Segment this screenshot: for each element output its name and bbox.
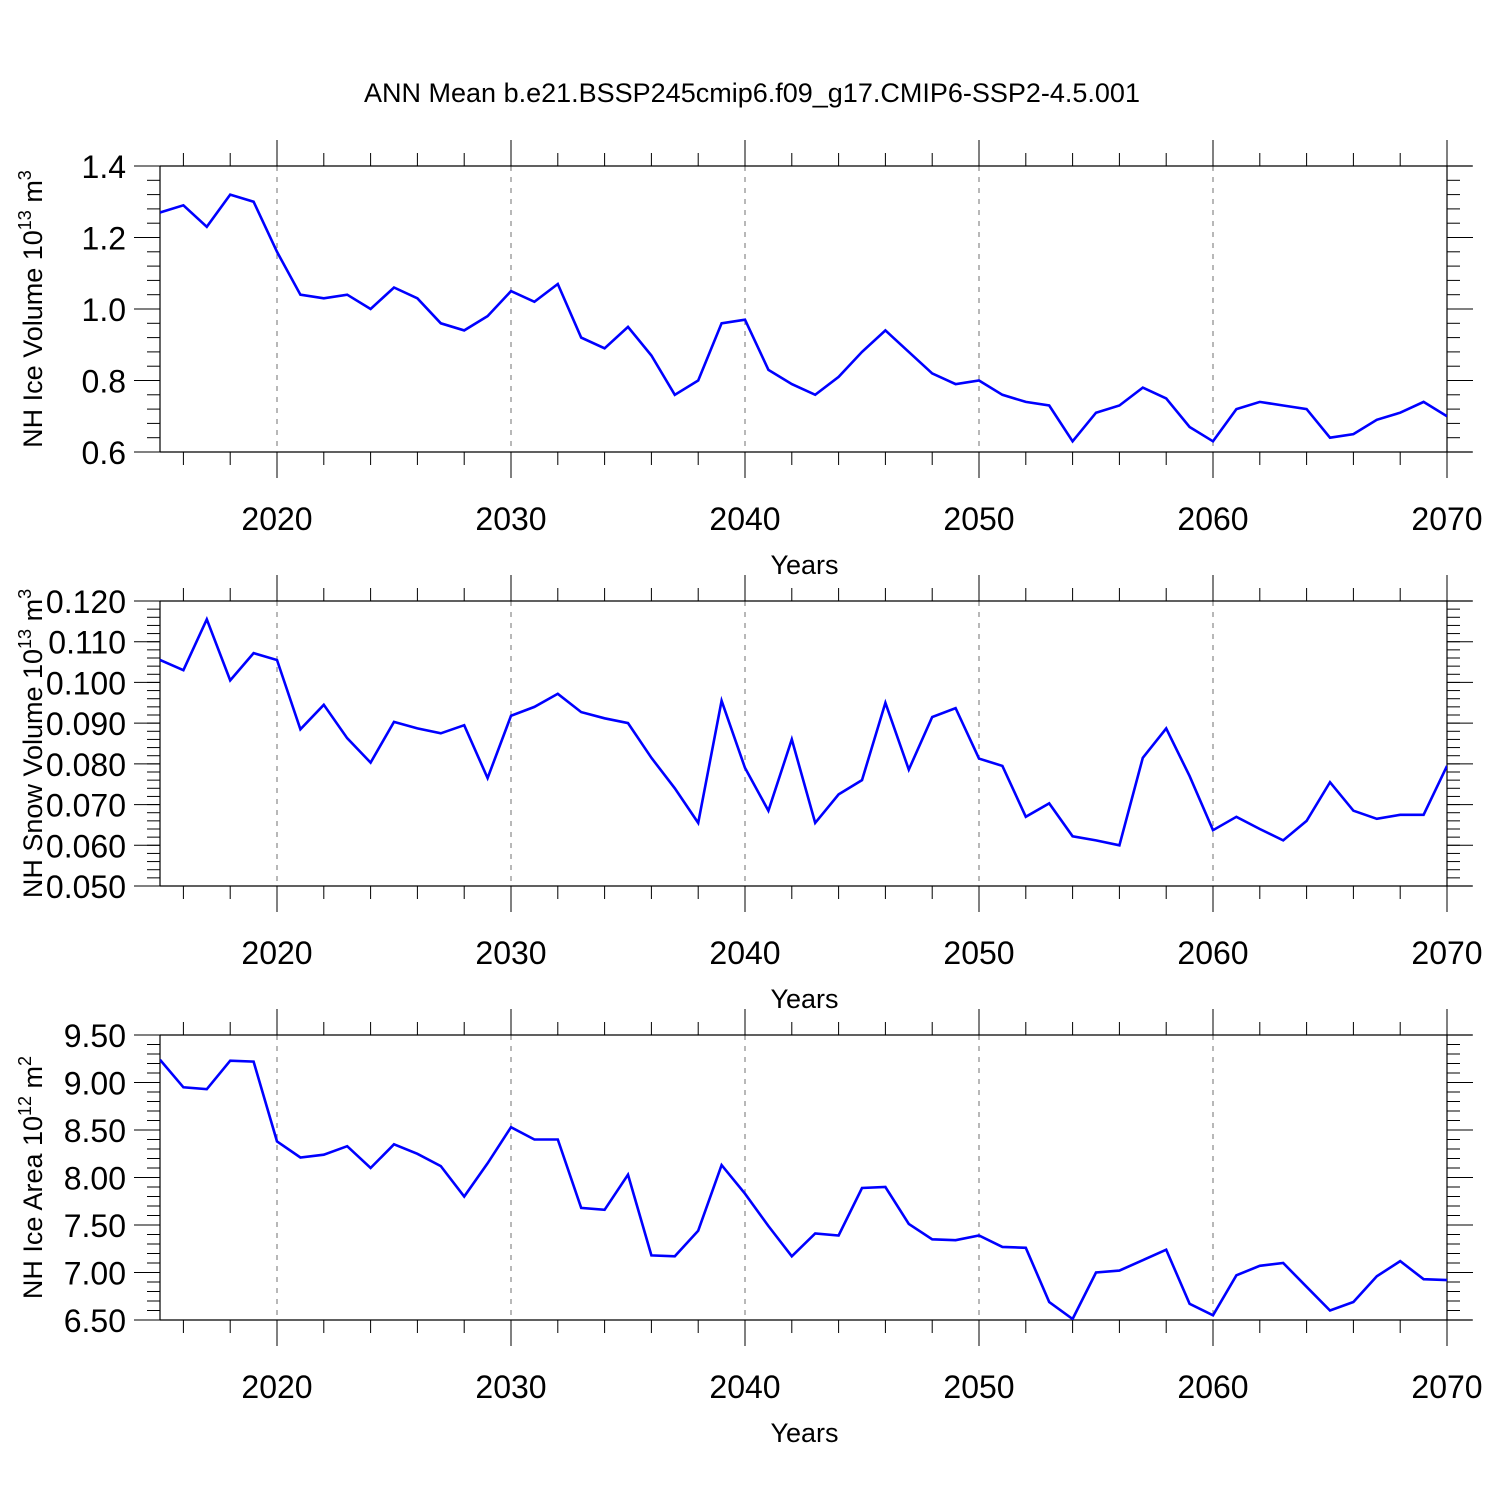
y-axis-label-unit-exponent: 3	[15, 170, 35, 180]
y-axis-label-exponent: 13	[15, 629, 35, 649]
x-tick-label: 2030	[475, 1369, 546, 1405]
x-tick-label: 2070	[1411, 935, 1482, 971]
y-tick-label: 0.070	[46, 788, 126, 824]
x-tick-label: 2020	[241, 1369, 312, 1405]
series-line	[160, 193, 1447, 444]
y-axis-label-unit-exponent: 3	[15, 589, 35, 599]
y-tick-label: 8.50	[64, 1113, 126, 1149]
x-tick-label: 2070	[1411, 1369, 1482, 1405]
x-axis-label: Years	[770, 984, 838, 1014]
y-axis-label-unit-exponent: 2	[15, 1056, 35, 1066]
x-tick-label: 2020	[241, 935, 312, 971]
x-tick-label: 2040	[709, 935, 780, 971]
y-axis-label-exponent: 13	[15, 210, 35, 230]
y-axis-label-unit: m	[18, 599, 48, 629]
y-tick-label: 7.00	[64, 1256, 126, 1292]
y-axis-label: NH Ice Area 1012 m2	[15, 1056, 48, 1299]
y-tick-label: 0.8	[82, 364, 126, 400]
y-tick-label: 1.4	[82, 149, 126, 185]
y-tick-label: 1.0	[82, 292, 126, 328]
x-tick-label: 2030	[475, 501, 546, 537]
y-tick-label: 0.6	[82, 435, 126, 471]
x-tick-label: 2020	[241, 501, 312, 537]
y-tick-label: 6.50	[64, 1303, 126, 1339]
y-tick-label: 8.00	[64, 1161, 126, 1197]
y-axis-label-exponent: 12	[15, 1096, 35, 1116]
chart-panel-2: 2020 2030 2040 2050 2060 2070 0.050 0.060 0.070 0…	[15, 575, 1483, 1014]
y-axis-label: NH Ice Volume 1013 m3	[15, 170, 48, 448]
series-line	[160, 615, 1447, 847]
y-tick-label: 0.080	[46, 747, 126, 783]
y-tick-label: 9.50	[64, 1018, 126, 1054]
x-tick-label: 2040	[709, 1369, 780, 1405]
y-axis-label-unit: m	[18, 1066, 48, 1096]
y-axis-label-text: NH Ice Volume 10	[18, 230, 48, 448]
x-tick-label: 2060	[1177, 1369, 1248, 1405]
y-tick-label: 7.50	[64, 1208, 126, 1244]
y-tick-label: 9.00	[64, 1066, 126, 1102]
x-axis-label: Years	[770, 1418, 838, 1448]
y-axis-label-text: NH Ice Area 10	[18, 1116, 48, 1299]
x-tick-label: 2060	[1177, 501, 1248, 537]
y-axis-label-text: NH Snow Volume 10	[18, 649, 48, 898]
y-tick-label: 0.050	[46, 869, 126, 905]
y-tick-label: 0.090	[46, 706, 126, 742]
y-axis-label-unit: m	[18, 180, 48, 210]
chart-panel-3: 2020 2030 2040 2050 2060 2070 6.50 7.00 7.50 8.00…	[15, 1009, 1483, 1448]
x-axis-label: Years	[770, 550, 838, 580]
x-tick-label: 2050	[943, 501, 1014, 537]
y-axis-label: NH Snow Volume 1013 m3	[15, 589, 48, 898]
y-tick-label: 0.120	[46, 584, 126, 620]
series-line	[160, 1058, 1447, 1320]
x-tick-label: 2060	[1177, 935, 1248, 971]
chart-panels: 2020 2030 2040 2050 2060 2070 0.6 0.8 1.0 1.2 1.4 Y…	[15, 140, 1483, 1448]
chart-panel-1: 2020 2030 2040 2050 2060 2070 0.6 0.8 1.0 1.2 1.4 Y…	[15, 140, 1483, 580]
y-tick-label: 0.060	[46, 828, 126, 864]
x-tick-label: 2050	[943, 935, 1014, 971]
x-tick-label: 2050	[943, 1369, 1014, 1405]
x-tick-label: 2070	[1411, 501, 1482, 537]
x-tick-label: 2030	[475, 935, 546, 971]
y-tick-label: 0.110	[48, 625, 126, 661]
y-tick-label: 0.100	[46, 665, 126, 701]
x-tick-label: 2040	[709, 501, 780, 537]
chart-title: ANN Mean b.e21.BSSP245cmip6.f09_g17.CMIP…	[364, 78, 1140, 108]
y-tick-label: 1.2	[82, 221, 126, 257]
